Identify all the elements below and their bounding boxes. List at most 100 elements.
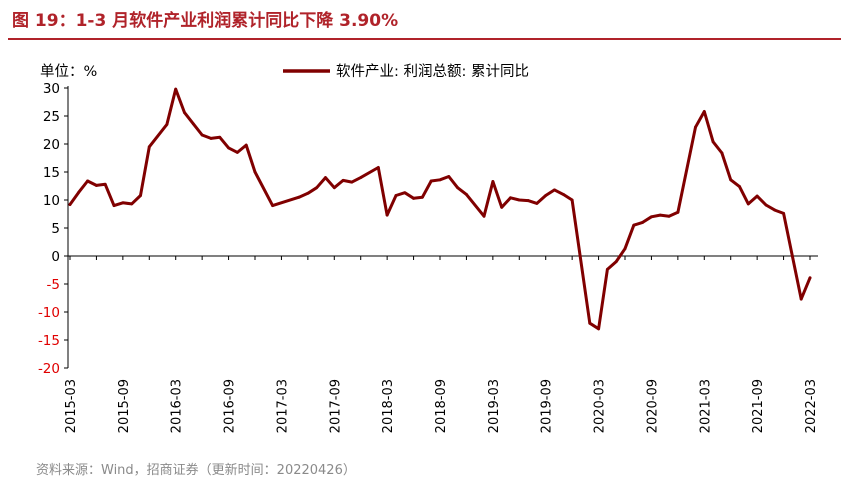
data-point: [738, 185, 741, 188]
data-point: [650, 215, 653, 219]
x-tick-label: 2019-03: [487, 379, 502, 433]
unit-label: 单位：%: [40, 63, 97, 80]
y-tick-label: 5: [51, 221, 60, 237]
data-point: [491, 180, 495, 183]
data-point: [376, 166, 380, 169]
data-point: [720, 151, 724, 155]
y-tick-label: -10: [38, 305, 60, 321]
data-point: [112, 204, 116, 208]
data-point: [632, 223, 636, 227]
x-tick-label: 2018-09: [434, 379, 449, 433]
data-point: [332, 186, 336, 190]
data-point: [667, 214, 671, 218]
data-point: [694, 125, 697, 129]
data-point: [517, 198, 521, 202]
data-point: [403, 191, 407, 195]
data-point: [77, 190, 81, 194]
data-point: [500, 205, 504, 209]
data-point: [614, 260, 618, 263]
data-point: [218, 135, 222, 139]
x-tick-label: 2021-09: [751, 379, 766, 433]
data-point: [341, 179, 345, 182]
x-tick-label: 2022-03: [804, 379, 819, 433]
data-point: [412, 196, 415, 200]
x-tick-label: 2015-09: [117, 379, 132, 433]
x-tick-label: 2019-09: [540, 379, 555, 433]
x-tick-label: 2020-09: [645, 379, 660, 433]
data-point: [746, 202, 750, 206]
x-tick-label: 2021-03: [698, 379, 713, 433]
data-point: [605, 268, 609, 271]
y-tick-label: -15: [38, 333, 60, 349]
data-point: [623, 247, 627, 251]
data-point: [456, 186, 460, 190]
data-point: [526, 199, 530, 202]
data-point: [544, 194, 548, 197]
data-point: [764, 203, 768, 207]
data-point: [147, 145, 151, 149]
y-tick-label: -5: [47, 277, 60, 293]
x-tick-label: 2016-03: [170, 379, 185, 433]
x-tick-label: 2017-03: [275, 379, 290, 433]
data-point: [509, 196, 512, 200]
data-point: [808, 276, 812, 280]
data-point: [253, 170, 257, 174]
data-point: [782, 212, 785, 215]
data-point: [658, 213, 662, 217]
x-axis-ticks: 2015-03 2015-09 2016-03 2016-09 2017-03 2017-…: [64, 256, 819, 433]
x-tick-label: 2015-03: [64, 379, 79, 433]
y-axis-ticks: 30 25 20 15 10 5 0 -5 -10 -15 -20: [38, 81, 68, 377]
title-divider: [8, 38, 841, 40]
x-tick-label: 2018-03: [381, 379, 396, 433]
data-point: [588, 321, 592, 325]
data-point: [773, 208, 777, 212]
y-tick-label: 25: [43, 109, 60, 125]
data-point: [702, 110, 706, 113]
chart-axes: [67, 86, 818, 368]
y-tick-label: -20: [38, 361, 60, 377]
chart-title: 图 19：1-3 月软件产业利润累计同比下降 3.90%: [12, 11, 399, 31]
data-point: [306, 191, 310, 195]
data-point: [385, 213, 389, 217]
data-point: [676, 210, 680, 214]
data-point: [447, 175, 451, 178]
legend-label: 软件产业: 利润总额: 累计同比: [336, 63, 529, 80]
data-point: [191, 122, 195, 126]
data-point: [799, 297, 803, 301]
data-point: [755, 194, 759, 198]
data-point: [420, 195, 424, 199]
data-point: [297, 195, 301, 199]
data-point: [482, 214, 486, 218]
data-point: [729, 178, 733, 182]
x-tick-label: 2020-03: [593, 379, 608, 433]
source-note: 资料来源：Wind，招商证券（更新时间：20220426）: [36, 463, 356, 478]
data-point: [103, 182, 107, 186]
data-point: [429, 179, 433, 183]
data-point: [95, 184, 98, 187]
data-point: [200, 133, 204, 137]
data-point: [324, 176, 327, 180]
y-tick-label: 20: [43, 137, 60, 153]
data-point: [130, 202, 134, 206]
data-point: [438, 178, 442, 182]
series-line: [68, 87, 812, 331]
series-points: [68, 87, 812, 331]
data-point: [183, 111, 186, 115]
data-point: [244, 143, 248, 147]
data-point: [597, 327, 600, 331]
y-tick-label: 10: [43, 193, 60, 209]
data-point: [315, 186, 319, 190]
data-point: [359, 176, 363, 180]
data-point: [121, 201, 125, 205]
x-tick-label: 2016-09: [223, 379, 238, 433]
data-point: [465, 193, 468, 196]
data-point: [139, 194, 142, 197]
data-point: [227, 146, 230, 150]
y-tick-label: 15: [43, 165, 60, 181]
data-point: [711, 140, 715, 144]
data-point: [641, 221, 645, 224]
data-point: [570, 198, 574, 202]
data-point: [165, 123, 169, 126]
data-point: [561, 193, 565, 196]
